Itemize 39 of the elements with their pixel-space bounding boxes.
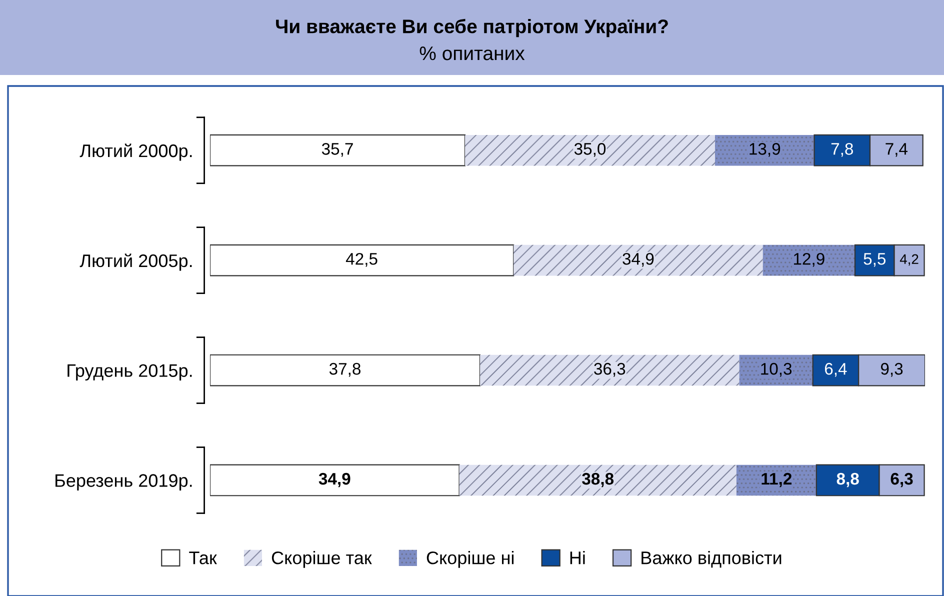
data-label: 6,3 — [890, 472, 913, 488]
bar — [210, 354, 481, 386]
bar — [465, 134, 715, 166]
bar — [480, 354, 740, 386]
data-label: 10,3 — [761, 362, 792, 377]
data-label: 11,2 — [762, 472, 792, 488]
data-label: 4,2 — [900, 254, 918, 266]
chart-subtitle: % опитаних — [420, 46, 525, 60]
legend-label: Скоріше так — [272, 551, 372, 568]
bar — [210, 134, 466, 166]
data-label: 8,8 — [836, 472, 859, 488]
data-label: 34,9 — [318, 472, 350, 488]
data-label: 6,4 — [824, 362, 847, 377]
data-label: 13,9 — [750, 143, 780, 157]
legend-label: Важко відповісти — [642, 551, 782, 568]
data-label: 7,8 — [831, 143, 854, 157]
chart-title: Чи вважаєте Ви себе патріотом України? — [276, 18, 668, 38]
data-label: 7,4 — [886, 143, 908, 157]
legend-label: Ні — [570, 551, 585, 564]
y-tick-label: Грудень 2015р. — [68, 364, 192, 381]
bar — [210, 464, 460, 496]
data-label: 35,0 — [574, 143, 606, 157]
data-label: 9,3 — [880, 362, 903, 377]
y-tick-label: Лютий 2005р. — [80, 254, 192, 271]
data-label: 38,8 — [582, 472, 614, 488]
bar — [210, 244, 514, 276]
data-label: 36,3 — [594, 362, 626, 377]
y-tick-label: Лютий 2000р. — [80, 144, 192, 161]
legend-label: Так — [189, 552, 217, 564]
data-label: 5,5 — [864, 253, 886, 267]
legend-label: Скоріше ні — [426, 551, 514, 568]
data-label: 35,7 — [322, 143, 353, 157]
data-label: 34,9 — [622, 252, 654, 267]
data-label: 37,8 — [329, 362, 360, 377]
data-label: 42,5 — [346, 252, 378, 267]
bar — [514, 244, 763, 276]
data-label: 12,9 — [794, 252, 824, 267]
y-tick-label: Березень 2019р. — [56, 474, 192, 491]
bar — [459, 464, 736, 496]
